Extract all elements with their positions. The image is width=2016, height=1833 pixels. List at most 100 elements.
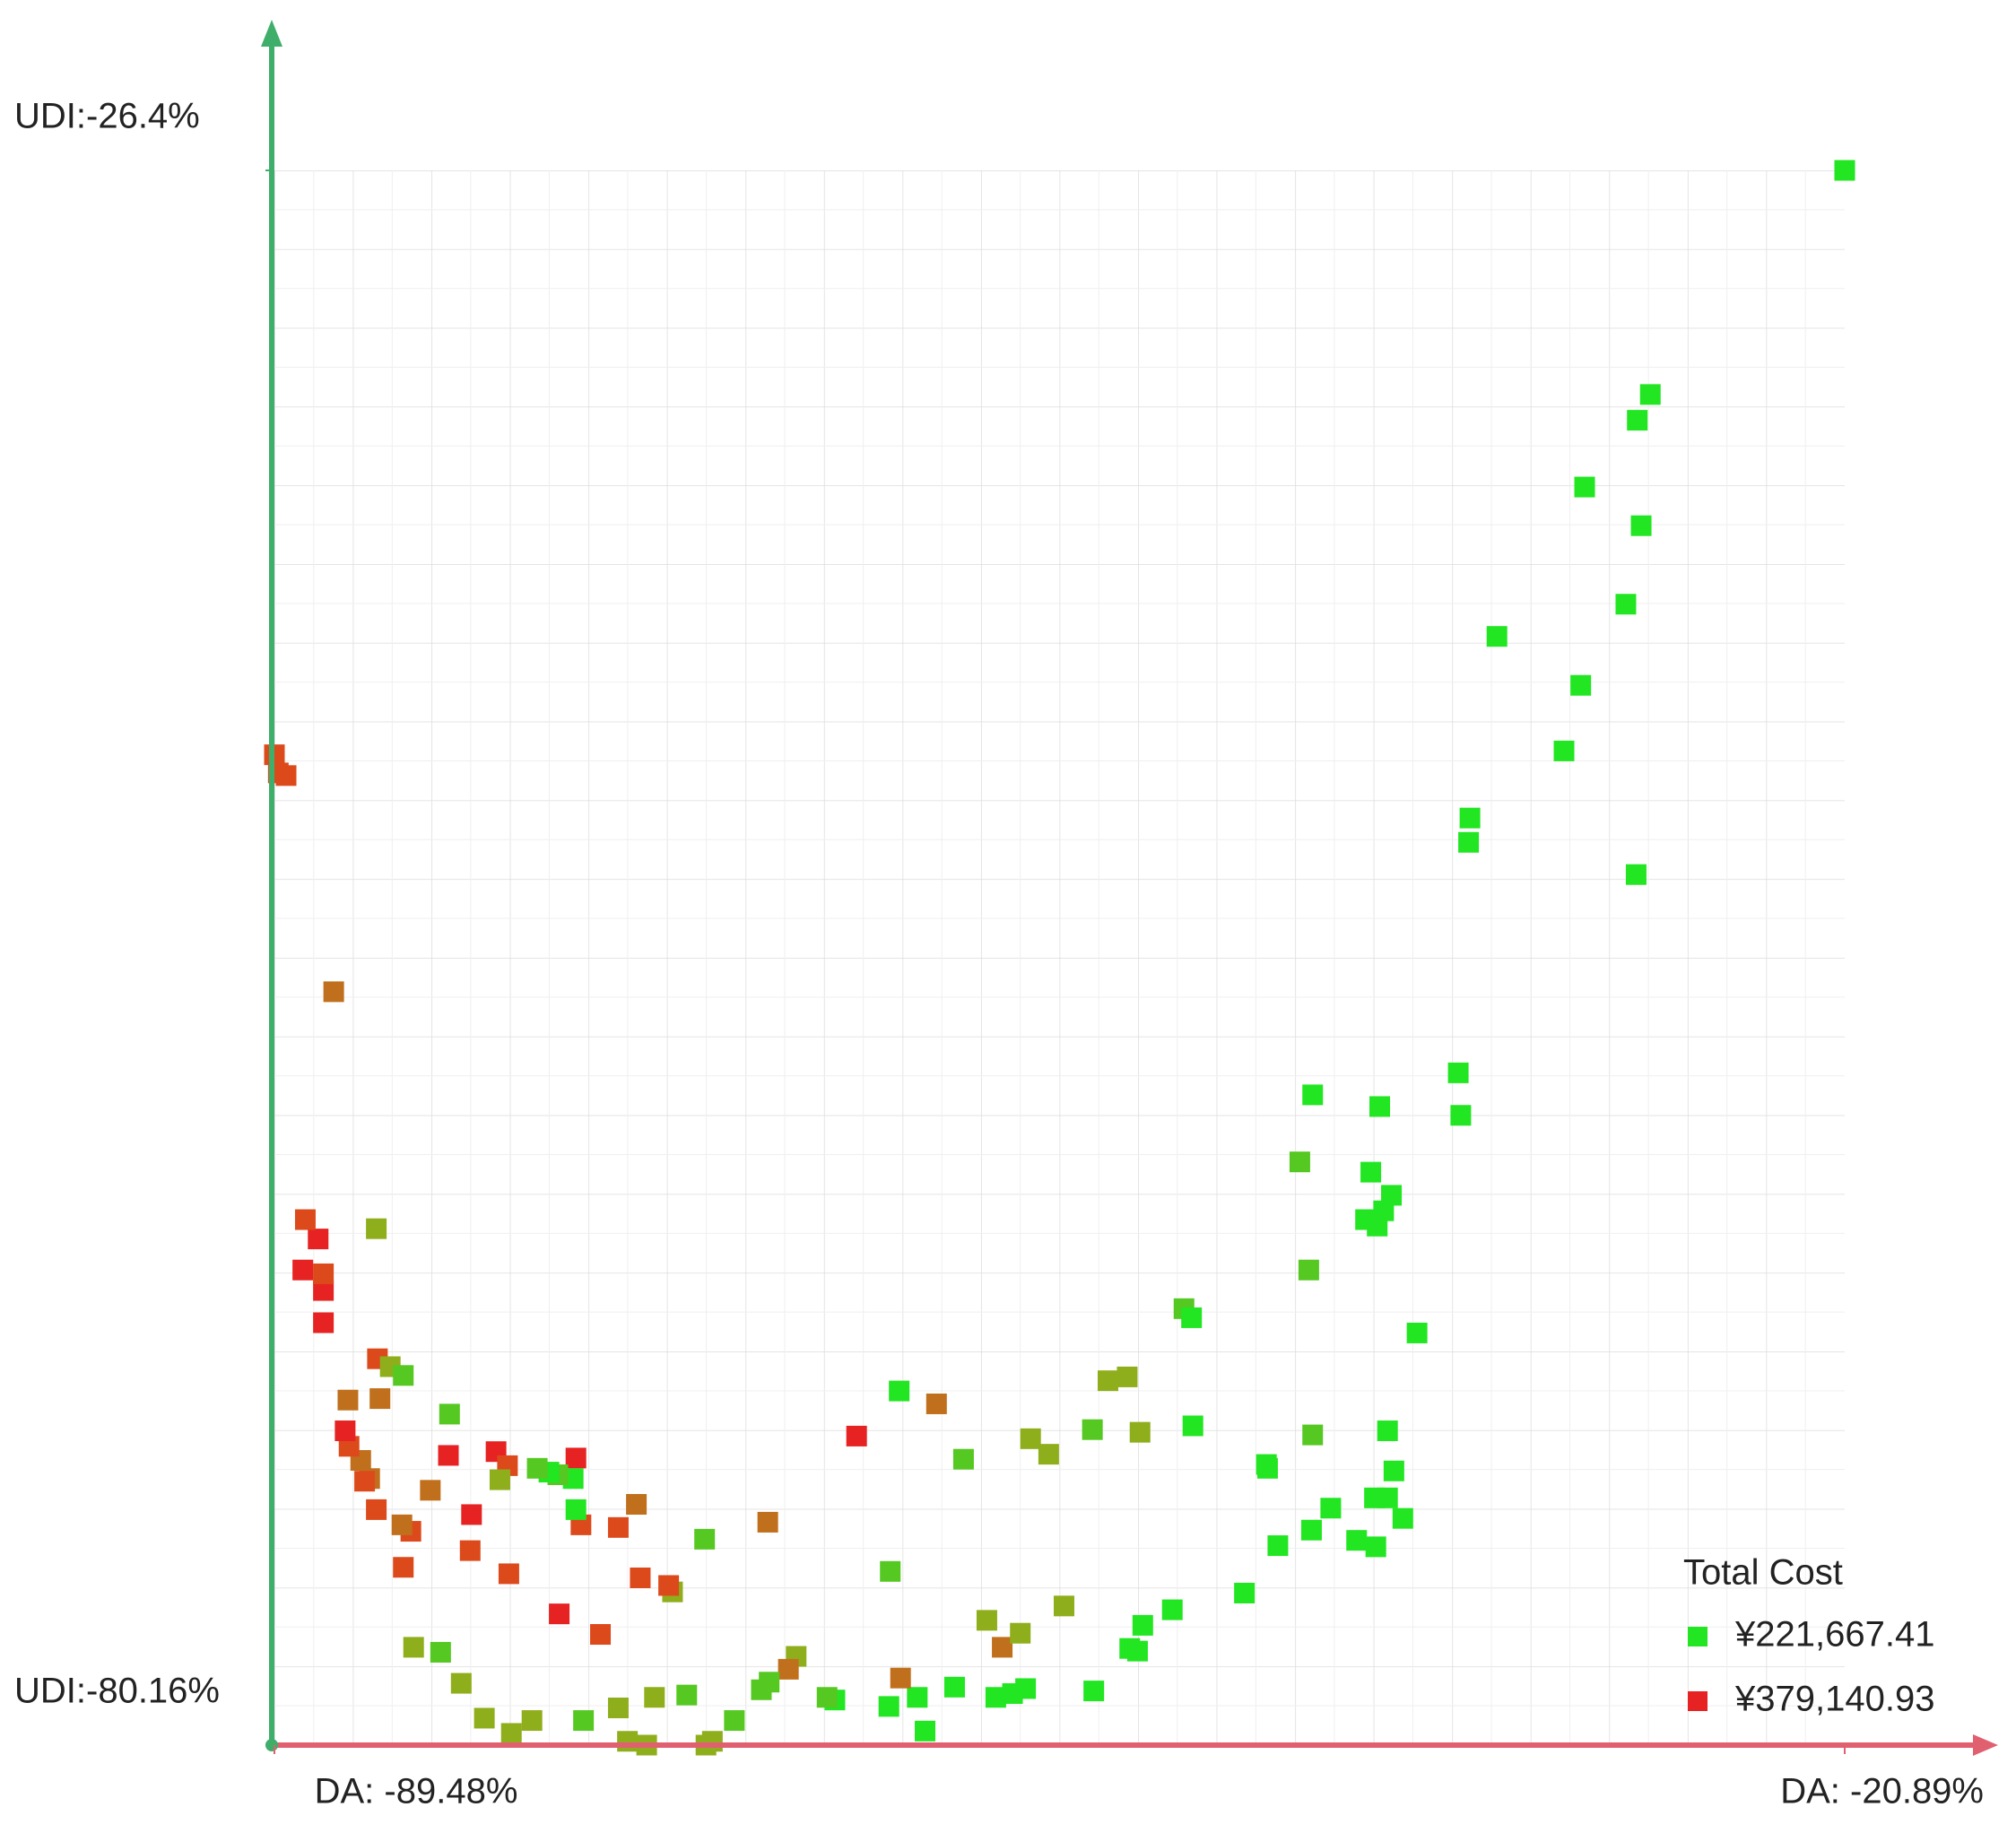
grid-background	[274, 170, 1845, 1745]
point	[925, 1393, 947, 1414]
point	[450, 1672, 472, 1694]
point	[1377, 1487, 1398, 1508]
point	[323, 981, 344, 1003]
point	[976, 1610, 997, 1631]
point	[943, 1676, 965, 1698]
legend-swatch	[1688, 1691, 1708, 1711]
point	[1615, 594, 1637, 615]
point	[337, 1389, 359, 1411]
point	[1182, 1415, 1204, 1437]
point	[607, 1698, 629, 1719]
point	[676, 1684, 698, 1706]
point	[294, 1209, 316, 1230]
point	[366, 1218, 387, 1239]
point	[846, 1425, 867, 1446]
point	[526, 1457, 548, 1479]
point	[1627, 410, 1648, 431]
point	[1570, 674, 1592, 696]
point	[1834, 160, 1855, 181]
point	[985, 1687, 1006, 1708]
point	[1406, 1322, 1428, 1343]
point	[461, 1504, 482, 1525]
point	[391, 1514, 413, 1535]
point	[565, 1499, 587, 1520]
y-tick-label: UDI:-80.16%	[14, 1672, 220, 1711]
point	[366, 1499, 387, 1520]
y-axis-arrow	[261, 20, 282, 47]
point	[573, 1710, 595, 1732]
point	[521, 1710, 543, 1732]
point	[430, 1641, 451, 1663]
point	[403, 1637, 424, 1658]
point	[907, 1687, 928, 1708]
grid	[274, 170, 1845, 1745]
point	[1346, 1530, 1368, 1551]
point	[1365, 1536, 1386, 1558]
point	[890, 1667, 911, 1689]
point	[1447, 1062, 1469, 1083]
legend-label: ¥221,667.41	[1734, 1615, 1934, 1655]
point	[1053, 1595, 1074, 1617]
point	[1574, 476, 1595, 498]
point	[1553, 740, 1575, 761]
point	[644, 1687, 665, 1708]
point	[617, 1731, 639, 1752]
point	[1097, 1370, 1118, 1392]
point	[1289, 1151, 1310, 1173]
point	[992, 1637, 1013, 1658]
point	[1392, 1507, 1413, 1529]
point	[1459, 807, 1481, 829]
point	[335, 1420, 356, 1442]
point	[308, 1229, 329, 1250]
point	[880, 1560, 901, 1582]
point	[1126, 1640, 1148, 1662]
point	[1360, 1161, 1382, 1183]
y-tick-label: UDI:-26.4%	[14, 97, 200, 136]
points	[264, 160, 1855, 1756]
point	[354, 1471, 376, 1492]
point	[751, 1679, 772, 1700]
point	[1117, 1366, 1138, 1387]
point	[778, 1658, 799, 1680]
point	[1320, 1498, 1342, 1519]
point	[1083, 1681, 1105, 1702]
point	[1082, 1419, 1103, 1440]
point	[420, 1480, 441, 1501]
legend-label: ¥379,140.93	[1734, 1680, 1934, 1719]
point	[393, 1557, 414, 1578]
point	[658, 1575, 680, 1596]
point	[1010, 1622, 1031, 1644]
point	[1625, 864, 1647, 885]
point	[1486, 626, 1508, 647]
point	[694, 1528, 716, 1550]
point	[878, 1696, 899, 1717]
point	[1002, 1683, 1023, 1705]
point	[313, 1312, 335, 1333]
point	[459, 1540, 481, 1561]
point	[438, 1445, 459, 1466]
x-axis-arrow	[1973, 1734, 1998, 1756]
point	[1639, 384, 1661, 405]
point	[889, 1380, 910, 1402]
point	[952, 1448, 974, 1470]
point	[313, 1263, 335, 1284]
point	[1381, 1185, 1403, 1206]
point	[1377, 1420, 1398, 1442]
point	[549, 1603, 570, 1625]
point	[626, 1494, 647, 1516]
point	[1181, 1307, 1203, 1328]
point	[1300, 1519, 1322, 1541]
point	[1038, 1444, 1059, 1465]
point	[1020, 1428, 1041, 1449]
point	[1383, 1460, 1404, 1481]
legend-swatch	[1688, 1627, 1708, 1646]
labels: UDI:-80.16% UDI:-26.4% DA: -89.48% DA: -20.…	[14, 97, 1984, 1811]
point	[1161, 1599, 1183, 1620]
point	[1369, 1096, 1391, 1117]
point	[1267, 1535, 1289, 1557]
point	[724, 1710, 745, 1732]
point	[393, 1365, 414, 1386]
point	[590, 1624, 612, 1646]
